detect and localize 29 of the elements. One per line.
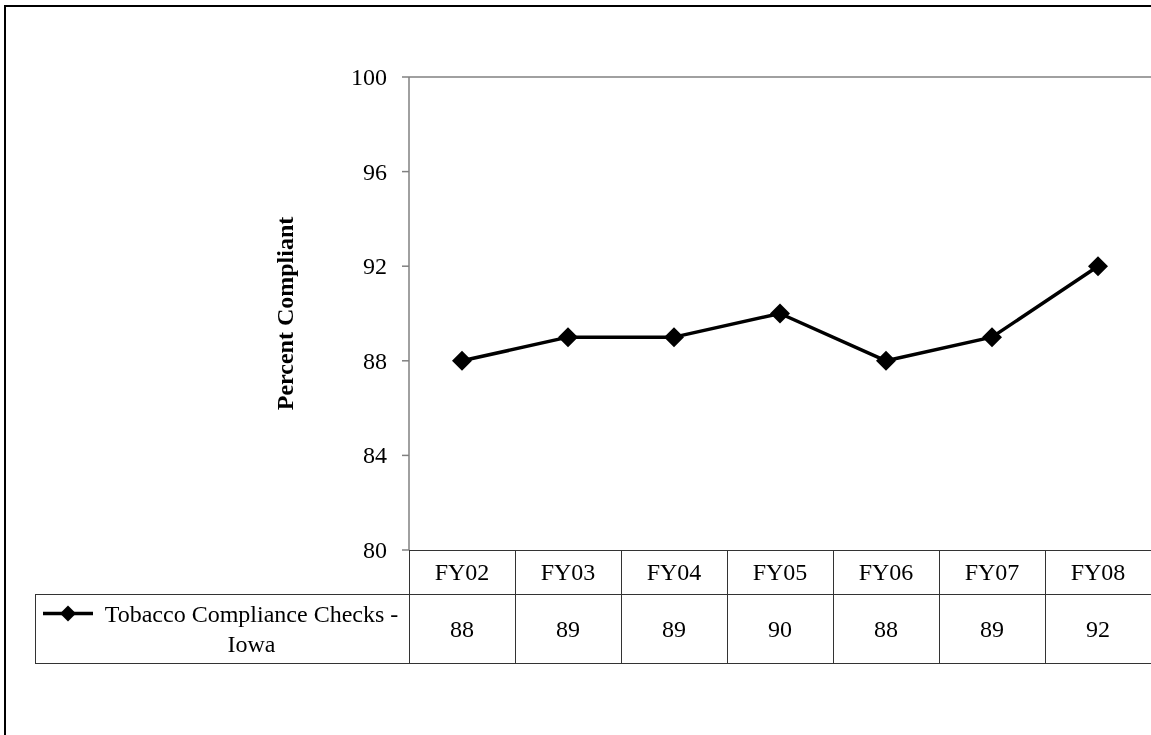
data-label: 88 [874, 615, 898, 642]
y-tick-label: 84 [363, 442, 387, 469]
point [982, 327, 1002, 348]
point [558, 327, 578, 348]
x-tick-label: FY05 [752, 559, 808, 585]
x-tick-label: FY08 [1070, 559, 1126, 585]
data-label: 89 [556, 615, 580, 642]
y-tick-label: 96 [363, 158, 387, 185]
x-tick-label: FY03 [540, 559, 596, 585]
data-label: 88 [450, 615, 474, 642]
x-tick-label: FY06 [858, 559, 914, 585]
data-label: 92 [1086, 615, 1110, 642]
y-tick-label: 80 [363, 537, 387, 563]
point [770, 303, 790, 324]
point [1088, 256, 1108, 277]
legend-label: Tobacco Compliance Checks - Iowa [104, 600, 399, 657]
y-tick-label: 92 [363, 253, 387, 280]
point [876, 350, 896, 371]
data-label: 90 [768, 615, 792, 642]
data-label: 89 [662, 615, 686, 642]
y-tick-label: 100 [351, 64, 387, 90]
x-tick-label: FY07 [964, 559, 1020, 585]
x-tick-label: FY04 [646, 559, 702, 585]
y-axis-title: Percent Compliant [272, 216, 298, 411]
x-tick-label: FY02 [434, 559, 490, 585]
point [664, 327, 684, 348]
y-tick-label: 88 [363, 347, 387, 374]
data-label: 89 [980, 615, 1004, 642]
point [452, 350, 472, 371]
